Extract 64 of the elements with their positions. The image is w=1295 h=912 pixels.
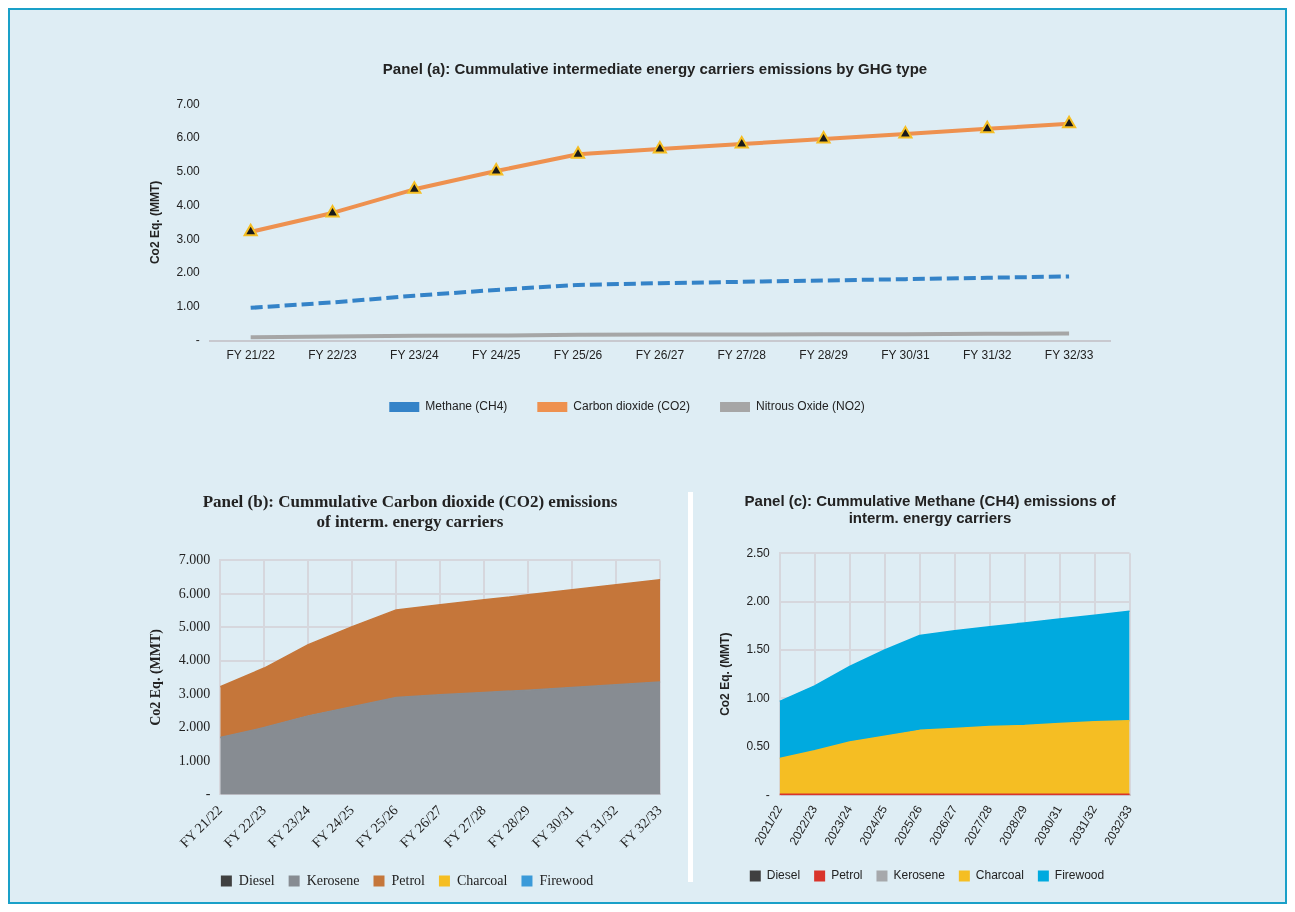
point bbox=[489, 163, 504, 176]
y-axis-title: Co2 Eq. (MMT) bbox=[147, 180, 162, 265]
legend-label: Kerosene bbox=[893, 868, 946, 883]
legend-label: Diesel bbox=[766, 868, 801, 883]
legend-label: Kerosene bbox=[306, 872, 360, 888]
point bbox=[243, 223, 258, 237]
y-tick-label: 1.00 bbox=[746, 690, 771, 705]
y-tick-label: 4.00 bbox=[176, 197, 201, 212]
y-tick-label: 1.50 bbox=[746, 642, 771, 657]
chart-title: Panel (b): Cummulative Carbon dioxide (CO2) emissions of interm. energy carriers bbox=[201, 492, 619, 532]
x-tick-label: FY 30/31 bbox=[881, 348, 930, 363]
x-tick-label: FY 27/28 bbox=[717, 348, 767, 363]
y-tick-label: 3.00 bbox=[176, 231, 201, 246]
point bbox=[325, 204, 340, 218]
y-tick-label: 1.00 bbox=[176, 299, 201, 314]
x-tick-label: FY 22/23 bbox=[308, 348, 358, 363]
y-tick-label: 0.50 bbox=[746, 739, 771, 754]
y-tick-label: 2.000 bbox=[178, 719, 211, 735]
legend-label: Charcoal bbox=[975, 868, 1024, 883]
x-tick-label: FY 25/26 bbox=[553, 348, 603, 363]
y-tick-label: 3.000 bbox=[178, 685, 211, 701]
line-series bbox=[248, 274, 1072, 310]
y-tick-label: - bbox=[205, 786, 211, 802]
x-tick-label: FY 23/24 bbox=[390, 348, 439, 363]
y-tick-label: 2.00 bbox=[746, 593, 771, 608]
point bbox=[734, 136, 749, 149]
legend-label: Diesel bbox=[238, 872, 275, 888]
y-tick-label: 7.000 bbox=[178, 552, 211, 568]
point bbox=[816, 130, 831, 144]
y-tick-label: 7.00 bbox=[176, 96, 201, 111]
y-tick-label: 2.50 bbox=[746, 545, 771, 560]
point bbox=[1062, 115, 1077, 129]
legend-label: Methane (CH4) bbox=[425, 399, 508, 414]
y-tick-label: - bbox=[765, 787, 770, 802]
legend-label: Carbon dioxide (CO2) bbox=[573, 399, 691, 414]
y-tick-label: 6.000 bbox=[178, 585, 211, 601]
y-tick-label: 1.000 bbox=[178, 752, 211, 768]
y-axis-title: Co2 Eq. (MMT) bbox=[148, 628, 165, 726]
chart-title: Panel (a): Cummulative intermediate energy carriers emissions by GHG type bbox=[381, 60, 929, 77]
y-tick-label: 2.00 bbox=[176, 265, 201, 280]
y-tick-label: 4.000 bbox=[178, 652, 211, 668]
legend-label: Firewood bbox=[539, 872, 594, 888]
point bbox=[652, 141, 667, 154]
legend-label: Firewood bbox=[1054, 868, 1105, 883]
x-tick-label: FY 24/25 bbox=[471, 348, 521, 363]
legend-label: Charcoal bbox=[456, 872, 508, 888]
y-tick-label: 5.00 bbox=[176, 164, 201, 179]
legend-label: Nitrous Oxide (NO2) bbox=[756, 399, 865, 414]
point bbox=[898, 125, 913, 139]
x-tick-label: FY 28/29 bbox=[799, 348, 849, 363]
chart-title: Panel (c): Cummulative Methane (CH4) emissions of interm. energy carriers bbox=[743, 492, 1117, 526]
point bbox=[407, 181, 422, 194]
y-tick-label: 5.000 bbox=[178, 618, 211, 634]
point bbox=[570, 146, 586, 159]
y-tick-label: - bbox=[195, 332, 200, 347]
legend-label: Petrol bbox=[391, 872, 426, 888]
x-tick-label: FY 31/32 bbox=[963, 348, 1012, 363]
legend-label: Petrol bbox=[831, 868, 863, 883]
x-tick-label: FY 26/27 bbox=[635, 348, 685, 363]
x-tick-label: FY 21/22 bbox=[226, 348, 276, 363]
x-tick-label: FY 32/33 bbox=[1044, 348, 1094, 363]
y-axis-title: Co2 Eq. (MMT) bbox=[717, 632, 732, 716]
y-tick-label: 6.00 bbox=[176, 130, 201, 145]
point bbox=[980, 120, 995, 134]
